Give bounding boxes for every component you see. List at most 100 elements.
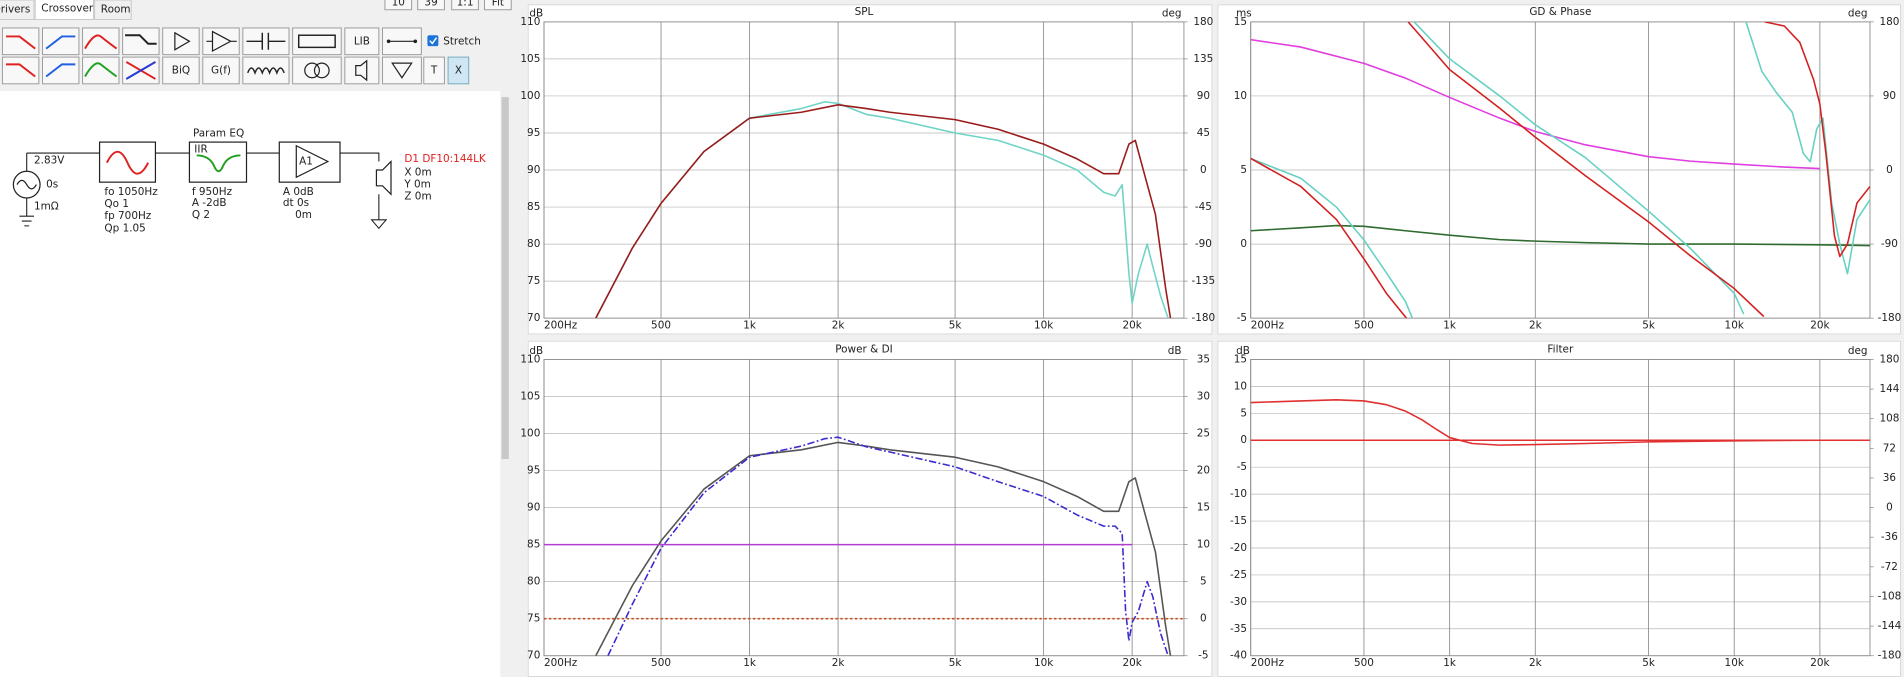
eq-title: Param EQ <box>193 128 244 140</box>
y2-tick-label: 108 <box>1879 413 1899 425</box>
icon <box>84 34 118 50</box>
driver-symbol[interactable] <box>375 160 392 196</box>
y2-tick-label: -144 <box>1878 620 1902 632</box>
driver-param: X 0m <box>404 166 431 178</box>
icon <box>16 179 37 190</box>
buffer-button[interactable] <box>162 27 200 56</box>
amp-param: 0m <box>295 209 312 221</box>
resistor-button[interactable] <box>292 27 342 56</box>
y-tick-label: 110 <box>520 16 540 28</box>
eq-block[interactable] <box>188 141 248 183</box>
y-tick-label: 10 <box>1234 90 1247 102</box>
button-label[interactable]: BiQ <box>172 64 190 76</box>
amp-param: A 0dB <box>283 186 314 198</box>
highpass-button[interactable] <box>42 27 80 56</box>
zoom-label[interactable]: 10 <box>392 0 405 8</box>
gf-button[interactable] <box>202 56 240 85</box>
y-tick-label: 110 <box>520 353 540 365</box>
y2-tick-label: 20 <box>1197 465 1210 477</box>
toolbar-row: BiQ G(f) T X <box>1 56 470 85</box>
toolbar-row: LIB Stretch <box>1 27 481 56</box>
inductor-button[interactable] <box>242 56 290 85</box>
icon <box>413 39 418 44</box>
scrollbar[interactable] <box>501 97 509 460</box>
lowpass-button[interactable] <box>1 56 40 85</box>
zoom-label[interactable]: 39 <box>424 0 437 8</box>
y2-tick-label: -135 <box>1192 275 1216 287</box>
schematic: 2.83V 0s 1mΩ fo 1050Hz Qo 1 fp 700Hz Qp … <box>12 128 487 234</box>
x-tick-label: 10k <box>1034 319 1054 331</box>
plot-frame <box>1250 21 1871 319</box>
zoom-button[interactable] <box>451 0 479 11</box>
y2-axis-unit: deg <box>1848 345 1868 357</box>
y2-tick-label: 0 <box>1886 164 1893 176</box>
notch-button[interactable] <box>122 27 160 56</box>
series-line <box>1250 224 1870 247</box>
zoom-button[interactable] <box>384 0 413 11</box>
chart-title: GD & Phase <box>1529 6 1591 18</box>
text-button[interactable] <box>423 56 445 85</box>
x-tick-label: 5k <box>1642 319 1656 331</box>
y2-axis-unit: deg <box>1848 7 1868 19</box>
x-tick-label: 2k <box>832 657 846 669</box>
y-tick-label: 75 <box>527 613 540 625</box>
tab-label[interactable]: Crossover <box>41 3 94 15</box>
zoom-label[interactable]: 1:1 <box>457 0 474 8</box>
x-tick-label: 2k <box>1529 319 1543 331</box>
x-tick-label: 200Hz <box>1251 319 1285 331</box>
y-tick-label: 75 <box>527 275 540 287</box>
zoom-button[interactable] <box>417 0 445 11</box>
button-label[interactable]: X <box>455 64 462 76</box>
y2-tick-label: 15 <box>1197 502 1210 514</box>
y2-tick-label: -45 <box>1195 201 1212 213</box>
tab-label[interactable]: Drivers <box>0 4 30 16</box>
y-tick-label: 80 <box>527 576 540 588</box>
icon <box>355 59 368 82</box>
x-tick-label: 500 <box>651 657 671 669</box>
highpass-button[interactable] <box>42 56 80 85</box>
y-tick-label: -25 <box>1230 569 1247 581</box>
icon <box>105 150 150 175</box>
x-tick-label: 20k <box>1810 657 1830 669</box>
y2-tick-label: 0 <box>1886 502 1893 514</box>
button-label[interactable]: T <box>430 64 438 76</box>
tab[interactable] <box>94 0 132 20</box>
checkbox-label[interactable]: Stretch <box>443 35 481 47</box>
icon <box>6 35 36 50</box>
transformer-button[interactable] <box>292 56 342 85</box>
driver-button[interactable] <box>344 56 380 85</box>
amp-block[interactable] <box>278 141 341 183</box>
library-button[interactable] <box>344 27 380 56</box>
source-impedance: 1mΩ <box>34 200 59 212</box>
tab[interactable] <box>0 0 35 20</box>
y2-axis-unit: deg <box>1162 7 1182 19</box>
zoom-label[interactable]: Fit <box>492 0 504 8</box>
source-delay: 0s <box>46 179 58 191</box>
y-tick-label: 90 <box>527 164 540 176</box>
button-label[interactable]: G(f) <box>211 64 231 76</box>
tab-label[interactable]: Room <box>101 4 131 16</box>
button-label[interactable]: LIB <box>354 35 370 47</box>
x-tick-label: 10k <box>1034 657 1054 669</box>
chart-title: Filter <box>1547 344 1574 356</box>
zoom-button[interactable] <box>484 0 512 11</box>
lowpass-button[interactable] <box>1 27 40 56</box>
chart-panel <box>527 4 1213 335</box>
eq-param: Q 2 <box>192 209 210 221</box>
delete-button[interactable] <box>447 56 470 85</box>
icon <box>84 62 118 78</box>
y-tick-label: 5 <box>1240 164 1247 176</box>
y-tick-label: 5 <box>1240 407 1247 419</box>
y2-tick-label: 135 <box>1193 53 1213 65</box>
series-line <box>1250 399 1870 446</box>
y-tick-label: -30 <box>1230 596 1247 608</box>
stretch-checkbox[interactable] <box>427 35 439 47</box>
tab-active[interactable] <box>34 0 94 20</box>
ground-button[interactable] <box>382 56 422 85</box>
plot-frame <box>1250 359 1871 657</box>
y-tick-label: 95 <box>527 127 540 139</box>
y-tick-label: 15 <box>1234 353 1247 365</box>
bandpass-button[interactable] <box>82 27 120 56</box>
y-tick-label: -15 <box>1230 515 1247 527</box>
biquad-button[interactable] <box>162 56 200 85</box>
